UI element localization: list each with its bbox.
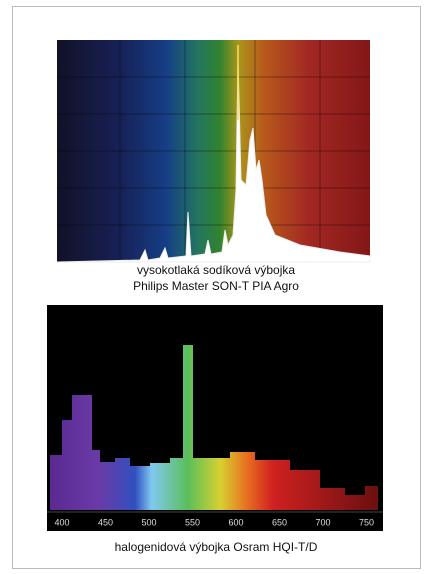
axis-label: 700 [315, 517, 330, 527]
axis-label: 550 [185, 517, 200, 527]
document: vysokotlaká sodíková výbojka Philips Mas… [0, 0, 432, 574]
axis-label: 650 [272, 517, 287, 527]
spectrum-image-2 [47, 305, 383, 531]
axis-label: 750 [359, 517, 374, 527]
axis-label: 500 [141, 517, 156, 527]
caption: halogenidová výbojka Osram HQI-T/D [115, 540, 318, 554]
axis-label: 400 [54, 517, 69, 527]
axis-label: 600 [228, 517, 243, 527]
caption: Philips Master SON-T PIA Agro [133, 279, 299, 293]
caption: vysokotlaká sodíková výbojka [137, 263, 295, 277]
axis-label: 450 [98, 517, 113, 527]
page: vysokotlaká sodíková výbojka Philips Mas… [0, 0, 432, 574]
spectrum-image-1 [57, 40, 370, 262]
